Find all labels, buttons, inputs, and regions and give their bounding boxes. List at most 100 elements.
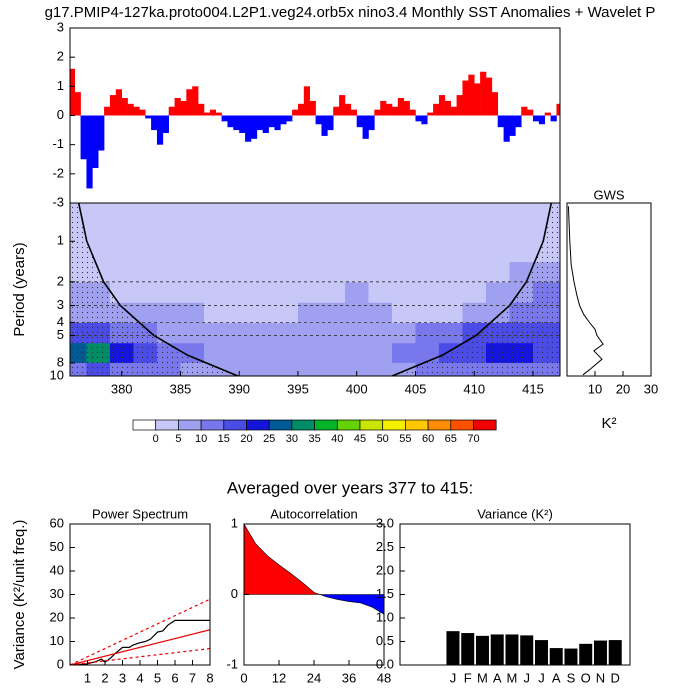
x-tick-label: 5 bbox=[154, 670, 161, 685]
heat-cell bbox=[297, 241, 322, 263]
figure-title: g17.PMIP4-127ka.proto004.L2P1.veg24.orb5… bbox=[45, 4, 656, 21]
x-tick-label: D bbox=[611, 670, 620, 685]
heat-cell bbox=[203, 221, 228, 243]
colorbar-swatch bbox=[359, 419, 384, 431]
colorbar-label: 10 bbox=[195, 433, 207, 445]
x-tick-label: S bbox=[567, 670, 576, 685]
x-tick-label: 405 bbox=[405, 381, 427, 396]
y-tick-label: 1 bbox=[231, 515, 238, 530]
bar bbox=[262, 115, 269, 133]
colorbar-swatch bbox=[246, 419, 270, 431]
heat-cell bbox=[509, 221, 534, 243]
bar bbox=[315, 115, 322, 125]
y-tick-label: 1 bbox=[57, 78, 64, 93]
heat-cell bbox=[274, 343, 299, 364]
subplot-title: Autocorrelation bbox=[270, 506, 357, 521]
x-tick-label: 10 bbox=[588, 381, 602, 396]
heat-cell bbox=[462, 241, 487, 263]
x-tick-label: 395 bbox=[287, 381, 309, 396]
bar bbox=[162, 115, 170, 133]
heat-cell bbox=[368, 221, 393, 243]
heat-cell bbox=[203, 241, 228, 263]
heat-cell bbox=[227, 203, 252, 223]
heat-cell bbox=[344, 362, 369, 376]
y-tick-label: 1.5 bbox=[376, 586, 394, 601]
bar bbox=[515, 115, 522, 128]
colorbar-swatch bbox=[223, 419, 247, 431]
heat-cell bbox=[156, 322, 181, 344]
bar bbox=[503, 115, 510, 142]
bar bbox=[133, 106, 140, 116]
heat-cell bbox=[321, 241, 346, 263]
heat-cell bbox=[344, 302, 369, 324]
heat-cell bbox=[391, 203, 416, 223]
heat-cell bbox=[227, 302, 252, 324]
heat-cell bbox=[344, 262, 369, 283]
bar bbox=[274, 115, 281, 131]
heat-cell bbox=[227, 262, 252, 283]
heat-cell bbox=[391, 262, 416, 283]
heat-cell bbox=[415, 282, 440, 304]
colorbar-label: 20 bbox=[240, 433, 252, 445]
heat-cell bbox=[462, 262, 487, 283]
colorbar-label: 35 bbox=[308, 433, 320, 445]
bar bbox=[98, 115, 105, 151]
x-tick-label: 390 bbox=[228, 381, 250, 396]
bar bbox=[297, 103, 305, 116]
bar bbox=[438, 95, 446, 116]
bar bbox=[593, 640, 607, 665]
heat-cell bbox=[485, 203, 510, 223]
x-tick-label: 48 bbox=[377, 670, 391, 685]
heat-cell bbox=[250, 262, 275, 283]
y-tick-label: 3 bbox=[57, 19, 64, 34]
bar bbox=[80, 115, 87, 160]
heat-cell bbox=[109, 262, 134, 283]
heat-cell bbox=[415, 322, 440, 344]
heat-cell bbox=[109, 221, 134, 243]
y-tick-label: 5 bbox=[57, 327, 64, 342]
heat-cell bbox=[391, 221, 416, 243]
lines bbox=[70, 598, 210, 665]
colorbar-label: 5 bbox=[175, 433, 181, 445]
heat-cell bbox=[227, 343, 252, 364]
heat-cell bbox=[438, 322, 463, 344]
bar bbox=[475, 635, 489, 665]
colorbar-label: 0 bbox=[153, 433, 159, 445]
bar bbox=[268, 115, 275, 128]
bar bbox=[227, 115, 234, 128]
heat-cell bbox=[391, 343, 416, 364]
bar bbox=[121, 98, 128, 116]
heat-cell bbox=[368, 322, 393, 344]
bar bbox=[303, 86, 311, 116]
y-tick-label: 60 bbox=[50, 515, 64, 530]
bar bbox=[256, 115, 264, 131]
heat-cell bbox=[321, 203, 346, 223]
heat-cell bbox=[297, 302, 322, 324]
heat-cell bbox=[250, 282, 275, 304]
bar bbox=[350, 109, 358, 116]
bar bbox=[521, 106, 528, 116]
heat-cell bbox=[274, 282, 299, 304]
heat-cell bbox=[156, 302, 181, 324]
heat-cell bbox=[344, 203, 369, 223]
bar bbox=[579, 643, 593, 665]
bar bbox=[109, 95, 117, 116]
bar bbox=[462, 80, 469, 116]
heat-cell bbox=[156, 241, 181, 263]
gws-line bbox=[567, 206, 604, 376]
heat-cell bbox=[297, 282, 322, 304]
heat-cell bbox=[438, 203, 463, 223]
bar bbox=[474, 83, 481, 116]
heat-cell bbox=[274, 241, 299, 263]
heat-cell bbox=[462, 302, 487, 324]
heat-cell bbox=[438, 302, 463, 324]
heat-cell bbox=[438, 241, 463, 263]
heat-cell bbox=[509, 203, 534, 223]
x-tick-label: A bbox=[552, 670, 561, 685]
heat-cell bbox=[321, 302, 346, 324]
heat-cell bbox=[180, 221, 205, 243]
heat-cell bbox=[368, 362, 393, 376]
y-tick-label: 0.5 bbox=[376, 633, 394, 648]
heat-cell bbox=[133, 262, 158, 283]
y-tick-label: 0 bbox=[57, 107, 64, 122]
